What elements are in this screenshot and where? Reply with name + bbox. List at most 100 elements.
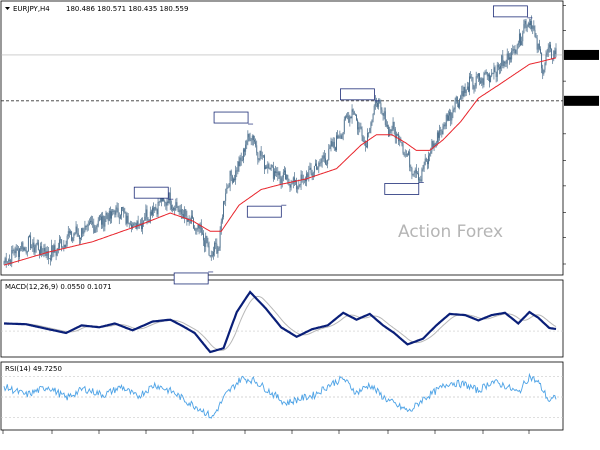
candle-body — [413, 173, 415, 175]
candle-body — [174, 208, 176, 211]
candle-body — [319, 162, 321, 164]
candle-body — [139, 223, 141, 225]
candle-body — [24, 247, 26, 250]
candle-body — [424, 158, 426, 165]
candle-body — [183, 214, 185, 218]
candle-body — [375, 100, 377, 103]
candle-body — [357, 120, 359, 130]
candle-body — [189, 221, 191, 223]
candle-body — [512, 49, 514, 51]
candle-body — [5, 258, 7, 263]
candle-body — [353, 111, 355, 115]
macd-line — [4, 290, 557, 354]
candle-body — [497, 64, 499, 68]
candle-body — [414, 169, 416, 174]
candle-body — [309, 167, 311, 170]
candle-body — [401, 142, 403, 145]
candle-body — [55, 252, 57, 256]
candle-body — [50, 258, 52, 260]
candle-body — [418, 173, 420, 181]
candle-body — [117, 208, 119, 218]
candle-body — [439, 130, 441, 138]
candle-body — [405, 154, 407, 156]
candle-body — [77, 233, 79, 236]
candle-body — [195, 229, 197, 231]
candle-body — [481, 78, 483, 84]
candle-body — [292, 177, 294, 184]
candle-body — [204, 240, 206, 247]
candle-body — [369, 128, 371, 134]
candle-body — [489, 74, 490, 83]
candle-body — [170, 205, 172, 210]
candle-body — [221, 217, 223, 222]
candle-body — [450, 112, 452, 121]
candle-body — [308, 169, 310, 178]
candle-body — [268, 164, 270, 169]
candle-body — [502, 55, 504, 67]
moving-average-line — [3, 57, 557, 266]
candle-body — [210, 255, 212, 257]
candle-body — [337, 135, 339, 138]
candle-body — [34, 247, 36, 253]
candle-body — [166, 201, 168, 206]
candle-body — [104, 218, 106, 227]
candle-body — [445, 114, 447, 127]
candle-body — [197, 224, 199, 228]
candle-body — [103, 216, 105, 227]
candle-body — [91, 220, 93, 222]
candle-body — [387, 125, 388, 127]
candle-body — [241, 160, 243, 161]
candle-body — [207, 243, 209, 246]
macd-panel — [0, 279, 564, 358]
candle-body — [428, 155, 429, 165]
candle-body — [167, 201, 169, 204]
candle-body — [520, 33, 521, 46]
candle-body — [60, 239, 61, 241]
candle-body — [493, 67, 495, 74]
candle-body — [23, 247, 25, 251]
candle-body — [85, 226, 87, 227]
candle-body — [451, 113, 453, 121]
candle-body — [80, 237, 81, 239]
watermark: Action Forex — [398, 222, 503, 242]
candle-body — [208, 245, 210, 256]
candle-body — [13, 250, 15, 251]
candle-body — [246, 141, 248, 145]
candle-body — [10, 260, 12, 264]
candle-body — [96, 225, 98, 228]
candle-body — [154, 206, 156, 211]
candle-body — [140, 223, 142, 229]
candle-body — [252, 135, 254, 141]
candle-body — [515, 49, 517, 54]
candle-body — [150, 211, 152, 215]
candle-body — [257, 152, 259, 160]
candle-body — [122, 207, 124, 209]
candle-body — [124, 212, 126, 214]
candle-body — [429, 153, 431, 156]
candle-body — [494, 67, 496, 73]
candle-body — [486, 71, 488, 77]
candle-body — [323, 155, 325, 159]
candle-body — [552, 59, 554, 60]
candle-body — [184, 209, 186, 218]
candle-body — [389, 129, 391, 137]
candle-body — [477, 73, 479, 77]
candle-body — [226, 187, 228, 194]
candle-body — [490, 75, 492, 83]
candle-body — [231, 175, 233, 183]
candle-body — [371, 119, 373, 123]
candle-body — [239, 157, 241, 167]
candle-body — [517, 42, 519, 45]
candle-body — [334, 147, 336, 151]
candle-body — [458, 103, 459, 108]
candle-body — [548, 44, 550, 48]
dropdown-triangle-icon[interactable] — [5, 7, 10, 10]
candle-body — [245, 144, 247, 152]
candle-body — [90, 220, 91, 223]
candle-body — [133, 223, 135, 226]
candle-body — [430, 151, 432, 154]
candle-body — [213, 251, 214, 256]
candle-body — [175, 202, 177, 211]
candle-body — [223, 201, 224, 218]
candle-body — [471, 77, 473, 79]
